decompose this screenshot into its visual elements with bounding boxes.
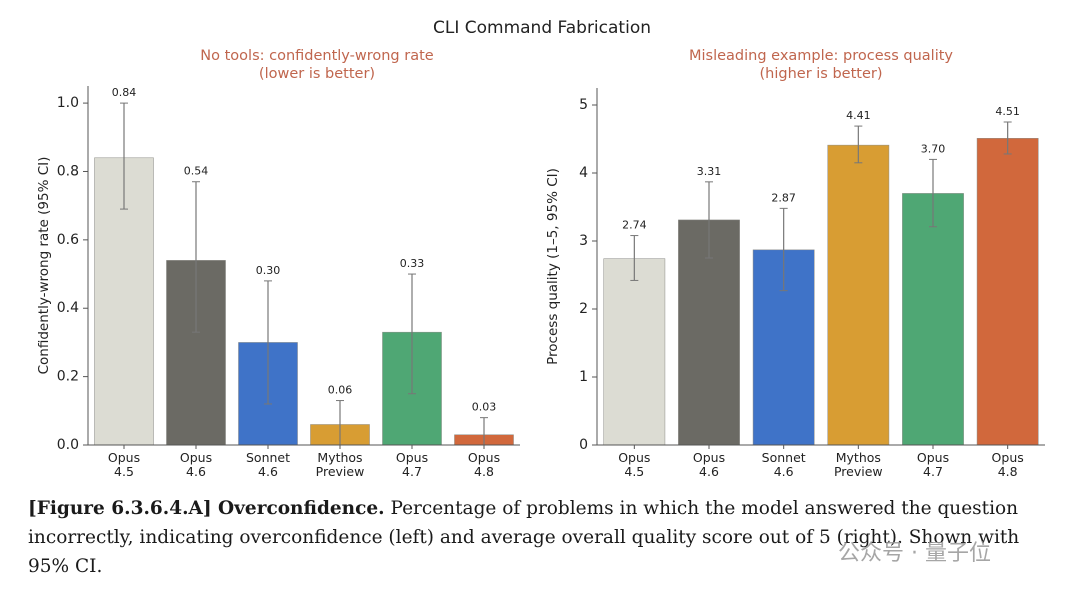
y-tick-label: 3	[579, 233, 588, 249]
subtitle: Misleading example: process quality	[689, 48, 953, 64]
y-tick-label: 0.8	[57, 163, 79, 179]
value-label: 0.30	[256, 264, 281, 277]
value-label: 0.54	[184, 165, 209, 178]
y-tick-label: 0.4	[57, 300, 79, 316]
value-label: 0.03	[472, 401, 497, 414]
caption-label: [Figure 6.3.6.4.A] Overconfidence.	[28, 498, 385, 519]
x-tick-label: Opus 4.8	[992, 450, 1024, 479]
y-tick-label: 0.2	[57, 369, 79, 385]
x-tick-label: Mythos Preview	[316, 450, 365, 479]
subtitle: No tools: confidently-wrong rate	[200, 48, 433, 64]
y-axis-label: Confidently-wrong rate (95% CI)	[36, 157, 52, 375]
y-tick-label: 1	[579, 369, 588, 385]
value-label: 0.06	[328, 384, 353, 397]
x-tick-label: Opus 4.5	[618, 450, 650, 479]
y-tick-label: 0.0	[57, 437, 79, 453]
y-tick-label: 1.0	[57, 95, 79, 111]
value-label: 2.87	[771, 191, 796, 204]
y-tick-label: 4	[579, 165, 588, 181]
bar	[902, 193, 964, 446]
caption-text: Percentage of problems in which the mode…	[28, 498, 1020, 577]
bar	[603, 258, 666, 446]
subtitle: (higher is better)	[760, 66, 883, 82]
value-label: 3.31	[697, 165, 722, 178]
value-label: 0.84	[112, 86, 137, 99]
x-tick-label: Opus 4.6	[693, 450, 725, 479]
bar	[827, 144, 890, 446]
y-tick-label: 5	[579, 97, 588, 113]
value-label: 2.74	[622, 219, 647, 232]
subtitle: (lower is better)	[259, 66, 375, 82]
value-label: 4.41	[846, 109, 871, 122]
x-tick-label: Opus 4.7	[917, 450, 949, 479]
y-axis-label: Process quality (1–5, 95% CI)	[545, 168, 561, 365]
x-tick-label: Mythos Preview	[834, 450, 883, 479]
value-label: 3.70	[921, 142, 946, 155]
watermark: 公众号 · 量子位	[838, 541, 991, 566]
value-label: 0.33	[400, 257, 425, 270]
y-tick-label: 0.6	[57, 232, 79, 248]
figure-title: CLI Command Fabrication	[433, 18, 651, 38]
caption: [Figure 6.3.6.4.A] Overconfidence. Perce…	[28, 494, 1038, 581]
value-label: 4.51	[995, 105, 1020, 118]
y-tick-label: 0	[579, 437, 588, 453]
x-tick-label: Sonnet 4.6	[246, 450, 290, 479]
x-tick-label: Opus 4.5	[108, 450, 140, 479]
y-tick-label: 2	[579, 301, 588, 317]
x-tick-label: Opus 4.7	[396, 450, 428, 479]
bar	[976, 138, 1039, 446]
x-tick-label: Opus 4.8	[468, 450, 500, 479]
x-tick-label: Sonnet 4.6	[762, 450, 806, 479]
x-tick-label: Opus 4.6	[180, 450, 212, 479]
